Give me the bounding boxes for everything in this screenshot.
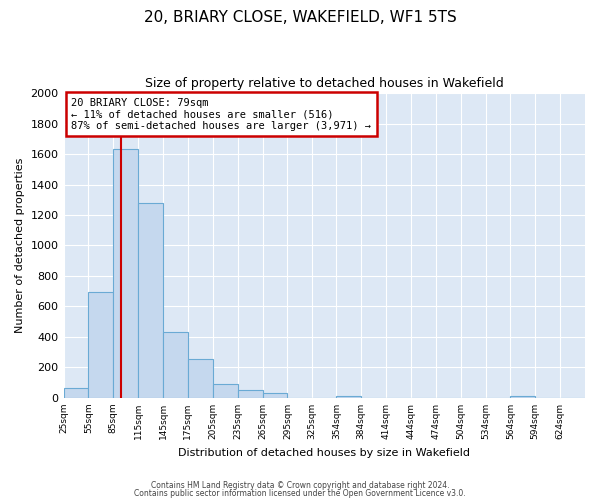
Bar [138, 203, 163, 398]
Bar [336, 396, 361, 398]
Bar [163, 332, 188, 398]
Text: Contains public sector information licensed under the Open Government Licence v3: Contains public sector information licen… [134, 488, 466, 498]
Bar [113, 148, 138, 398]
Bar [238, 390, 263, 398]
Text: 20 BRIARY CLOSE: 79sqm
← 11% of detached houses are smaller (516)
87% of semi-de: 20 BRIARY CLOSE: 79sqm ← 11% of detached… [71, 98, 371, 131]
Bar [213, 384, 238, 398]
Title: Size of property relative to detached houses in Wakefield: Size of property relative to detached ho… [145, 78, 503, 90]
Text: 20, BRIARY CLOSE, WAKEFIELD, WF1 5TS: 20, BRIARY CLOSE, WAKEFIELD, WF1 5TS [143, 10, 457, 25]
Bar [88, 292, 113, 398]
Bar [263, 394, 287, 398]
Bar [64, 388, 88, 398]
Text: Contains HM Land Registry data © Crown copyright and database right 2024.: Contains HM Land Registry data © Crown c… [151, 481, 449, 490]
Bar [188, 359, 213, 398]
Y-axis label: Number of detached properties: Number of detached properties [15, 158, 25, 333]
Bar [511, 396, 535, 398]
X-axis label: Distribution of detached houses by size in Wakefield: Distribution of detached houses by size … [178, 448, 470, 458]
